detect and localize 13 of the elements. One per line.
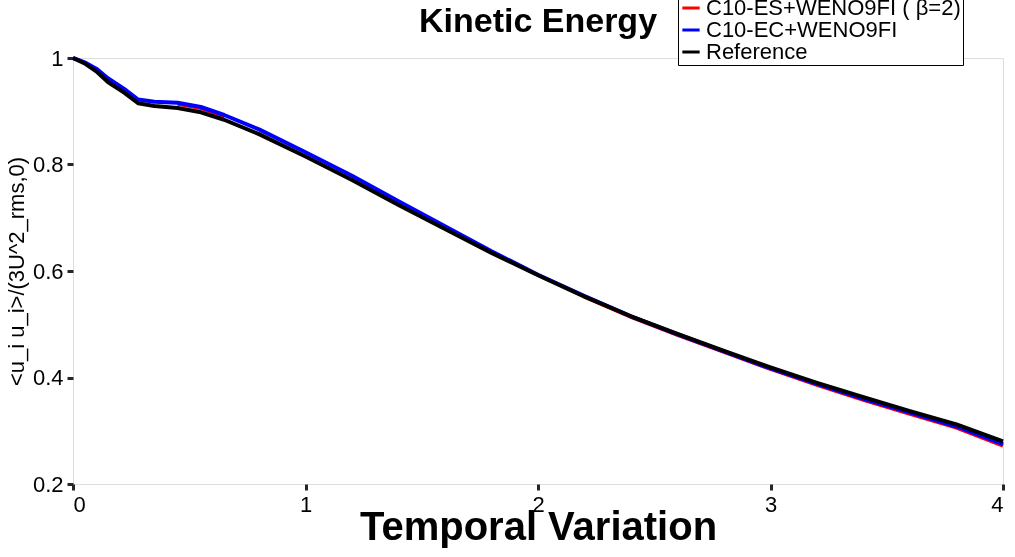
chart-title: Kinetic Energy bbox=[418, 1, 658, 39]
x-tick-label: 3 bbox=[764, 491, 778, 517]
legend-label: Reference bbox=[706, 39, 808, 64]
legend-label: C10-EC+WENO9FI bbox=[706, 17, 898, 42]
y-tick-label: 1 bbox=[51, 45, 64, 71]
y-axis-title: <u_i u_i>/(3U^2_rms,0) bbox=[3, 156, 29, 387]
x-tick-label: 4 bbox=[991, 491, 1004, 517]
x-tick-label: 1 bbox=[299, 491, 313, 517]
y-tick-label: 0.6 bbox=[32, 258, 64, 284]
y-tick-label: 0.2 bbox=[32, 471, 64, 497]
x-tick-label: 0 bbox=[73, 491, 86, 517]
y-tick-label: 0.4 bbox=[32, 365, 64, 390]
y-tick-label: 0.8 bbox=[32, 152, 64, 177]
